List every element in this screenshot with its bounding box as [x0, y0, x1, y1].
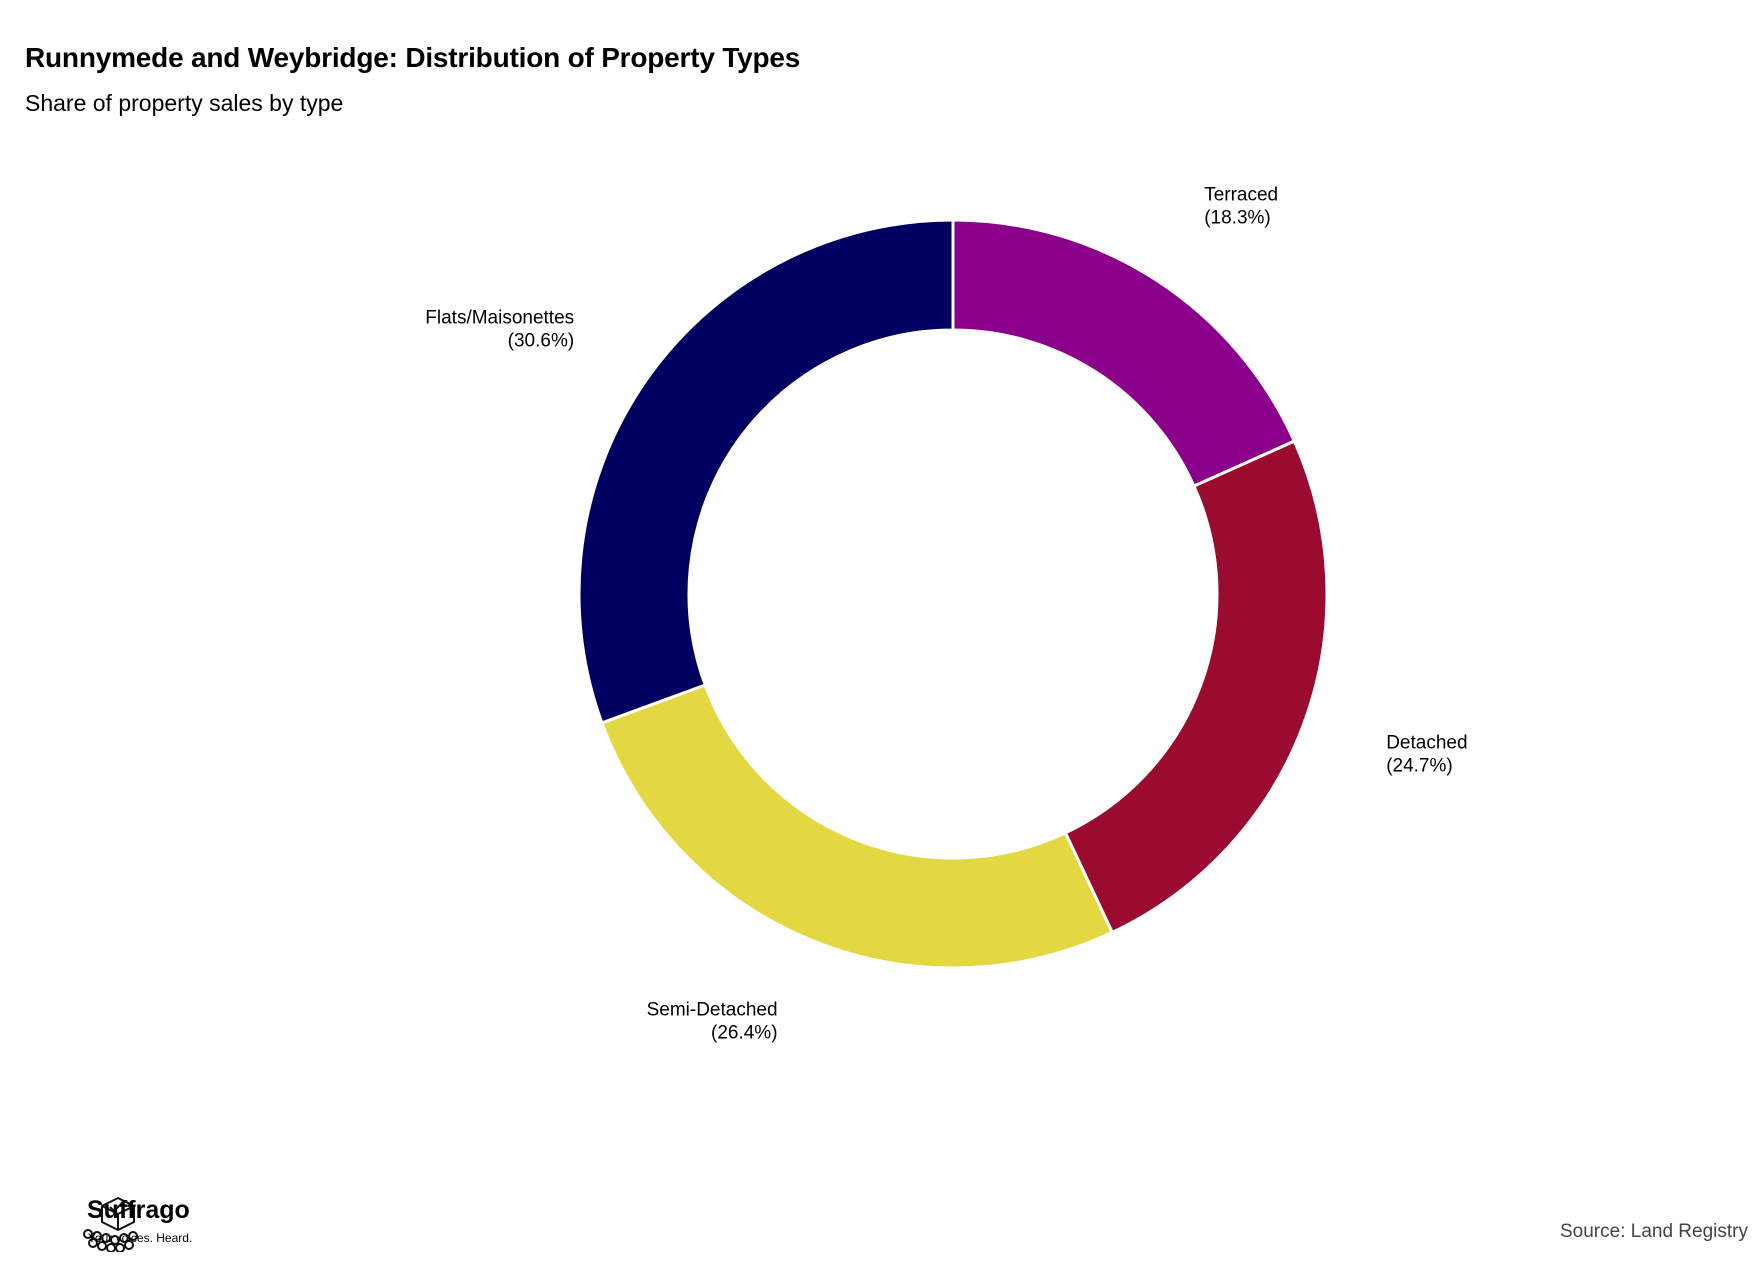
brand-name: Suffrago [87, 1196, 190, 1224]
slice-label-semi-detached: Semi-Detached (26.4%) [647, 999, 778, 1043]
labels-layer: Terraced (18.3%) Detached (24.7%) Semi-Detac… [425, 184, 1467, 1043]
slice-label-value: (24.7%) [1386, 756, 1453, 777]
slice-detached [1063, 439, 1329, 935]
slice-label-name: Flats/Maisonettes [425, 308, 574, 329]
slice-label-flats-maisonettes: Flats/Maisonettes (30.6%) [425, 308, 574, 352]
slice-flats-maisonettes [577, 218, 955, 725]
chart-subtitle: Share of property sales by type [25, 90, 344, 116]
slice-label-terraced: Terraced (18.3%) [1204, 184, 1278, 228]
slice-label-value: (30.6%) [508, 331, 575, 352]
source-note: Source: Land Registry [1560, 1221, 1748, 1242]
slice-semi-detached [599, 683, 1115, 970]
chart-title: Runnymede and Weybridge: Distribution of… [25, 42, 801, 73]
slice-label-name: Semi-Detached [647, 999, 778, 1020]
slice-label-detached: Detached (24.7%) [1386, 733, 1467, 777]
slice-label-value: (18.3%) [1204, 207, 1271, 228]
slice-label-name: Terraced [1204, 184, 1278, 205]
slice-label-name: Detached [1386, 733, 1467, 754]
slice-terraced [951, 218, 1297, 489]
slices-layer [577, 218, 1329, 970]
brand-tagline: Your voices. Heard. [88, 1231, 193, 1245]
slice-label-value: (26.4%) [711, 1022, 778, 1043]
suffrago-logo-icon [83, 1197, 138, 1252]
